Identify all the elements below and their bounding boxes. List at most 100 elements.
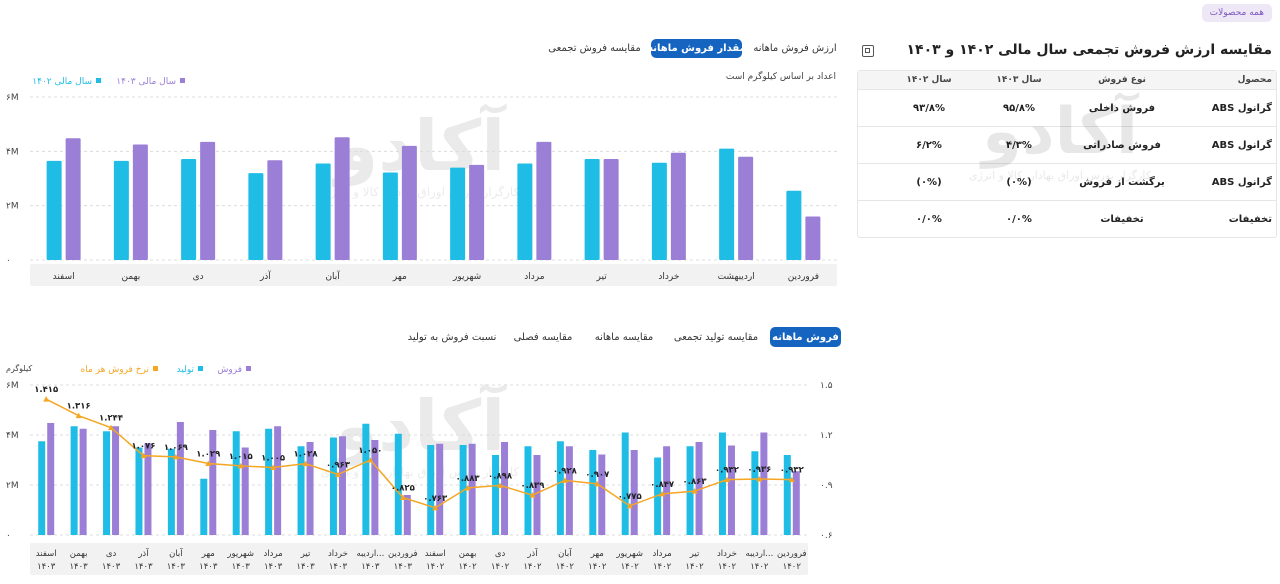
cell-type: تخفیفات [1100, 213, 1144, 225]
x-tick-label: خرداد [658, 272, 679, 282]
export-icon[interactable] [862, 45, 874, 57]
bar-production [427, 445, 435, 535]
cell-type: فروش داخلی [1088, 102, 1156, 114]
rate-point [788, 476, 795, 483]
y-tick-label: ۶M [6, 93, 19, 103]
bar-production [297, 446, 305, 535]
rate-point [237, 462, 244, 469]
x-tick-label: دی [193, 272, 204, 282]
x-tick-label: تیر [596, 272, 608, 282]
x-tick-year-label: ۱۴۰۲ [556, 562, 575, 572]
legend-swatch-production [198, 366, 203, 371]
bar-production [167, 448, 175, 535]
rate-data-label: ۱.۰۰۵ [261, 454, 285, 464]
legend-label-rate: نرخ فروش هر ماه [81, 365, 149, 375]
bar-production [751, 451, 759, 535]
bar-1402 [651, 162, 667, 260]
x-tick-label: اردیبهشت [718, 272, 755, 282]
x-tick-label: اسفند [425, 549, 446, 559]
bar-1402 [181, 158, 197, 260]
rate-data-label: ۱.۰۲۹ [196, 450, 221, 460]
x-tick-year-label: ۱۴۰۲ [491, 562, 510, 572]
tab-seasonal-comparison[interactable]: مقایسه فصلی [513, 331, 573, 343]
bar-sales [371, 440, 379, 535]
bar-production [200, 478, 208, 535]
col-product: محصول [1237, 75, 1272, 85]
tab-monthly-sales-value[interactable]: ارزش فروش ماهانه [753, 43, 837, 54]
bar-1402 [382, 172, 398, 260]
bar-1403 [334, 137, 350, 260]
x-tick-year-label: ۱۴۰۳ [199, 562, 218, 572]
bar-1402 [248, 173, 264, 260]
y-tick-label: ۴M [6, 431, 19, 441]
bar-production [621, 432, 629, 535]
bar-sales [403, 495, 411, 535]
tab-monthly-comparison[interactable]: مقایسه ماهانه [594, 331, 654, 343]
y2-tick-label: ۰.۹ [820, 481, 833, 491]
rate-point [75, 412, 82, 419]
rate-point [626, 502, 633, 509]
bar-1403 [401, 145, 417, 260]
x-tick-label: آبان [558, 547, 572, 559]
bar-1402 [450, 167, 466, 260]
bar-production [329, 437, 337, 535]
tab-monthly-sales-quantity[interactable]: مقدار فروش ماهانه [647, 39, 746, 58]
x-tick-year-label: ۱۴۰۲ [588, 562, 607, 572]
bar-1403 [469, 164, 485, 260]
x-tick-year-label: ۱۴۰۳ [394, 562, 413, 572]
all-products-badge[interactable]: همه محصولات [1201, 4, 1272, 22]
x-tick-label: آذر [259, 270, 271, 282]
rate-data-label: ۱.۳۱۶ [67, 402, 91, 412]
bar-sales [79, 428, 87, 535]
rate-point [594, 480, 601, 487]
rate-point [756, 476, 763, 482]
bar-production [103, 431, 111, 535]
bar-1403 [805, 216, 821, 260]
legend-label-sales: فروش [217, 365, 242, 375]
y-unit-label: کیلوگرم [6, 363, 32, 373]
x-tick-label: دی [495, 549, 506, 559]
rate-data-label: ۱.۲۴۴ [99, 414, 123, 424]
cell-1403: ۴/۳% [1006, 139, 1032, 151]
table-row: تخفیفات تخفیفات ۰/۰% ۰/۰% [858, 200, 1276, 237]
x-tick-label: تیر [300, 549, 311, 559]
x-tick-label: اسفند [53, 272, 75, 282]
tab-sales-to-production[interactable]: نسبت فروش به تولید [407, 331, 497, 343]
x-tick-year-label: ۱۴۰۳ [167, 562, 186, 572]
x-tick-label: آبان [325, 270, 340, 282]
x-tick-label: بهمن [122, 272, 141, 282]
tab-cumulative-sales[interactable]: مقایسه فروش تجمعی [548, 43, 641, 54]
bar-sales [565, 446, 573, 535]
rate-data-label: ۰.۷۶۳ [423, 494, 448, 504]
y-tick-label: ۲M [6, 202, 19, 212]
table-row: گرانول ABS برگشت از فروش (۰%) (۰%) [858, 163, 1276, 200]
bar-sales [436, 443, 444, 535]
tab-cumulative-production[interactable]: مقایسه تولید تجمعی [673, 331, 759, 343]
col-type: نوع فروش [1098, 75, 1146, 85]
bar-sales [598, 454, 606, 535]
x-tick-year-label: ۱۴۰۲ [783, 562, 802, 572]
rate-data-label: ۰.۹۳۲ [780, 466, 805, 476]
rate-data-label: ۰.۸۴۷ [650, 480, 675, 490]
bar-1403 [738, 156, 754, 260]
x-tick-year-label: ۱۴۰۳ [37, 562, 56, 572]
x-tick-year-label: ۱۴۰۳ [329, 562, 348, 572]
bar-1402 [786, 190, 802, 260]
rate-data-label: ۰.۸۸۳ [456, 474, 481, 484]
x-tick-year-label: ۱۴۰۳ [102, 562, 121, 572]
tab-monthly-sales[interactable]: فروش ماهانه [770, 327, 841, 347]
rate-point [497, 482, 504, 488]
bar-sales [209, 430, 217, 535]
bar-sales [760, 432, 768, 535]
bar-sales [176, 422, 184, 535]
x-tick-label: خرداد [328, 549, 348, 559]
x-tick-label: فروردین [788, 272, 819, 282]
bar-sales [663, 446, 671, 535]
bar-sales [727, 445, 735, 535]
cell-1402: ۶/۲% [916, 139, 942, 151]
watermark-text: آکادو [332, 383, 507, 467]
cell-product: گرانول ABS [1211, 176, 1272, 188]
rate-point [367, 457, 374, 463]
bar-1402 [113, 160, 129, 260]
